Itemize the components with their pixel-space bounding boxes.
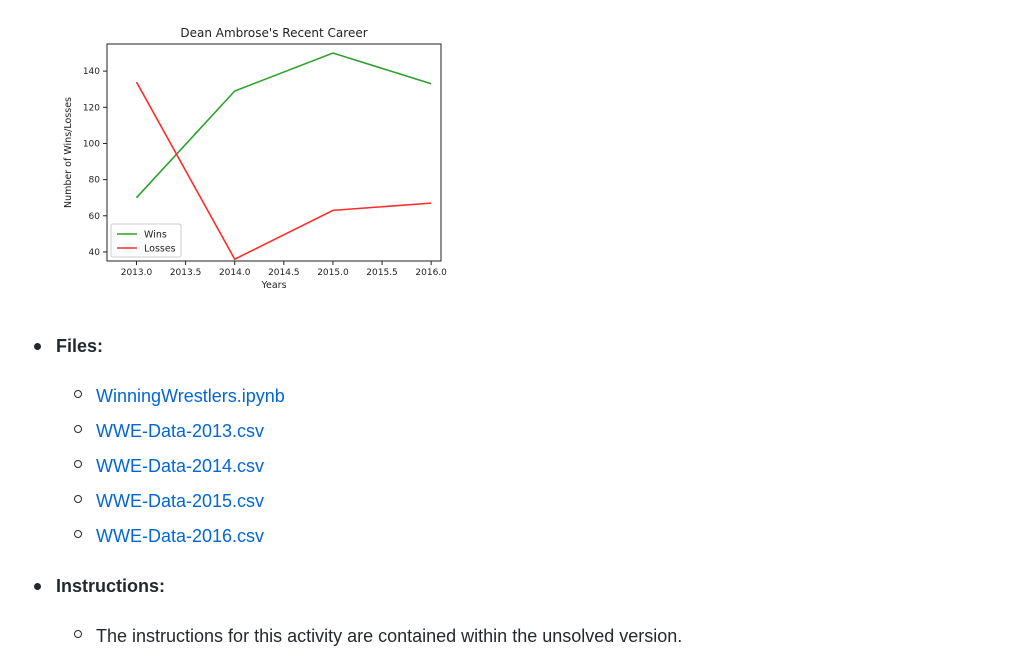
sub-bullet-icon — [74, 390, 82, 398]
sub-bullet-icon — [74, 460, 82, 468]
series-line-wins — [135, 52, 432, 199]
y-tick-label: 100 — [83, 139, 100, 149]
x-tick-label: 2013.0 — [121, 268, 153, 278]
series-line-losses — [135, 81, 432, 261]
files-heading: Files: — [56, 336, 104, 356]
x-tick-label: 2015.0 — [317, 268, 349, 278]
files-bullet — [34, 343, 41, 350]
x-tick-label: 2014.0 — [219, 268, 251, 278]
sub-bullet-icon — [74, 425, 82, 433]
instructions-heading: Instructions: — [56, 576, 166, 596]
file-link-wwe-2015[interactable]: WWE-Data-2015.csv — [96, 491, 265, 511]
legend-label: Wins — [144, 230, 167, 241]
y-tick-label: 120 — [83, 103, 100, 113]
y-tick-label: 60 — [89, 212, 101, 222]
y-tick-label: 80 — [89, 176, 101, 186]
y-tick-label: 40 — [89, 248, 101, 258]
legend-label: Losses — [144, 244, 176, 255]
x-tick-label: 2013.5 — [170, 268, 202, 278]
plot-frame — [106, 43, 442, 262]
x-tick-label: 2016.0 — [415, 268, 447, 278]
y-tick-label: 140 — [83, 67, 100, 77]
file-link-wwe-2016[interactable]: WWE-Data-2016.csv — [96, 526, 265, 546]
x-axis-label: Years — [260, 280, 286, 291]
x-tick-label: 2014.5 — [268, 268, 300, 278]
x-tick-label: 2015.5 — [366, 268, 398, 278]
chart-title: Dean Ambrose's Recent Career — [180, 26, 367, 40]
instructions-bullet — [34, 583, 41, 590]
file-link-winningwrestlers[interactable]: WinningWrestlers.ipynb — [96, 386, 285, 406]
file-link-wwe-2013[interactable]: WWE-Data-2013.csv — [96, 421, 265, 441]
file-link-wwe-2014[interactable]: WWE-Data-2014.csv — [96, 456, 265, 476]
career-line-chart: Dean Ambrose's Recent Career 2013.0 2013.5… — [55, 20, 455, 300]
sub-bullet-icon — [74, 530, 82, 538]
sub-bullet-icon — [74, 630, 82, 638]
instructions-text: The instructions for this activity are c… — [96, 626, 683, 646]
sub-bullet-icon — [74, 495, 82, 503]
y-axis-label: Number of Wins/Losses — [63, 97, 74, 208]
chart-svg: Dean Ambrose's Recent Career 2013.0 2013.5… — [63, 26, 447, 291]
